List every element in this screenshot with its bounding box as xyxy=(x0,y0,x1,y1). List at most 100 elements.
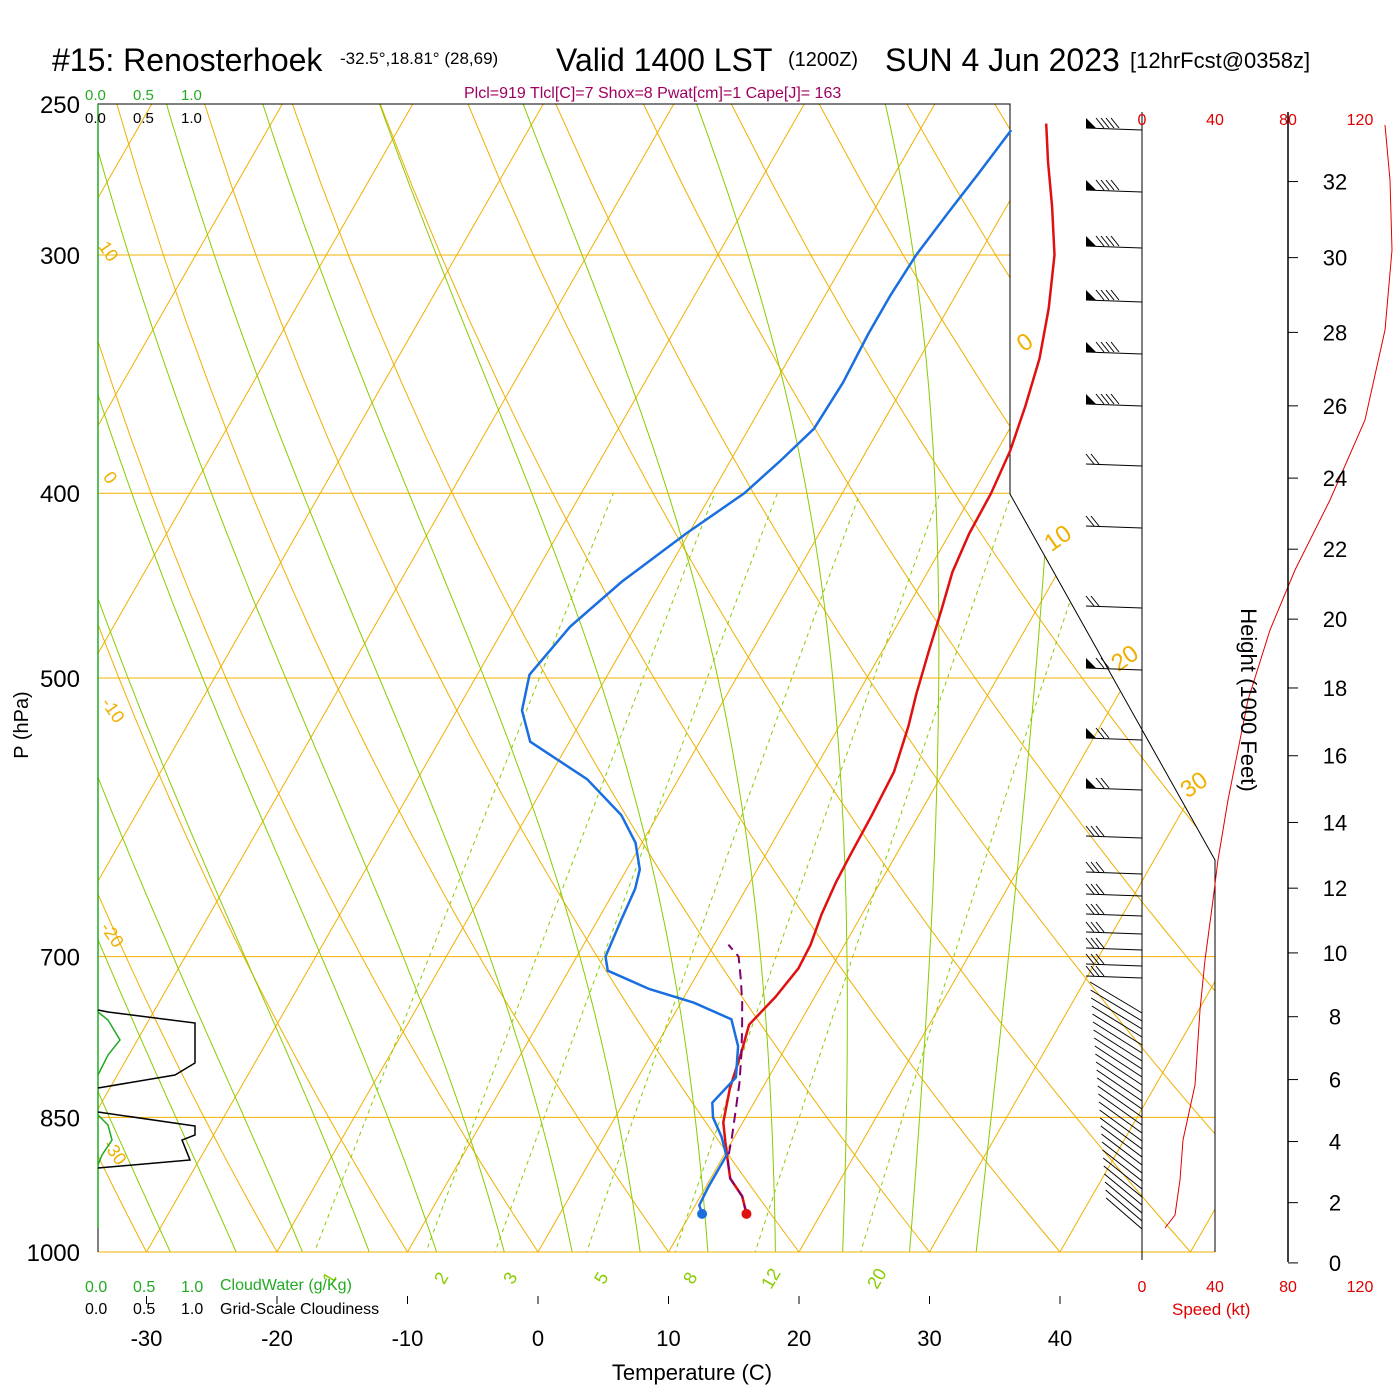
isotherm-line xyxy=(98,104,128,1252)
wind-barb-low xyxy=(1091,1005,1143,1038)
cloudwater-scale-bottom-1: 0.5 xyxy=(133,1279,155,1296)
wind-barb-feather xyxy=(1090,595,1100,607)
wind-barb xyxy=(1085,825,1143,839)
moist-adiabat-line xyxy=(98,104,451,1252)
wind-barb-low xyxy=(1095,1061,1143,1094)
wind-barb-feather xyxy=(1090,937,1100,949)
wind-barb-staff xyxy=(1085,605,1143,609)
wind-barbs xyxy=(1085,117,1143,1230)
wind-barb-flag xyxy=(1086,236,1096,246)
wind-barb-feather xyxy=(1100,235,1110,247)
wind-barb-feather xyxy=(1095,937,1105,949)
wind-speed-tick-top: 40 xyxy=(1206,112,1224,129)
wind-barb xyxy=(1085,393,1143,407)
wind-barb-feather xyxy=(1095,341,1105,353)
wind-barb-feather xyxy=(1100,657,1110,669)
wind-barb-staff xyxy=(1085,787,1143,791)
wind-barb xyxy=(1085,727,1143,741)
wind-barb-feather xyxy=(1095,965,1105,977)
wind-speed-tick-top: 120 xyxy=(1347,112,1374,129)
wind-barb-flag xyxy=(1086,394,1096,404)
wind-barb-feather xyxy=(1105,289,1115,301)
mixing-ratio-label: 12 xyxy=(757,1265,784,1292)
height-tick-label: 10 xyxy=(1323,941,1347,966)
x-tick-label: -10 xyxy=(392,1326,424,1351)
wind-barb-low xyxy=(1093,1029,1143,1062)
dry-adiabat-line xyxy=(480,104,1215,1252)
wind-barb xyxy=(1085,179,1143,193)
mixing-ratio-line xyxy=(410,493,716,1252)
wind-barb-feather xyxy=(1090,921,1100,933)
x-tick-label: 40 xyxy=(1048,1326,1072,1351)
valid-date: SUN 4 Jun 2023 xyxy=(885,42,1120,78)
wind-barb-feather xyxy=(1090,953,1100,965)
y-axis-label: P (hPa) xyxy=(11,691,33,758)
dry-adiabat-line xyxy=(398,104,1215,1252)
dry-adiabat-line xyxy=(98,104,301,1252)
wind-barb-staff xyxy=(1085,975,1143,979)
wind-barb xyxy=(1085,289,1143,303)
wind-barb-feather xyxy=(1085,825,1095,837)
wind-barb-low xyxy=(1089,981,1143,1014)
wind-barb-low xyxy=(1090,997,1143,1030)
wind-barb-feather xyxy=(1095,235,1105,247)
moist-adiabat-line xyxy=(454,104,777,1252)
cloudiness-profile-lower xyxy=(97,1111,196,1169)
cloudiness-label: Grid-Scale Cloudiness xyxy=(220,1301,379,1318)
dry-adiabat-line xyxy=(727,104,1215,1252)
height-tick-label: 6 xyxy=(1329,1068,1341,1093)
cloudwater-profile-lower xyxy=(97,1114,113,1166)
cloudwater-profile-upper xyxy=(97,1011,121,1076)
height-tick-label: 26 xyxy=(1323,394,1347,419)
x-tick-label: -30 xyxy=(131,1326,163,1351)
mixing-ratio-label: 20 xyxy=(863,1265,890,1292)
wind-barb-feather xyxy=(1095,825,1105,837)
wind-barb-feather xyxy=(1095,921,1105,933)
wind-barb-staff xyxy=(1085,667,1143,671)
wind-barb-low xyxy=(1093,1037,1143,1070)
pressure-axis-ticks: 250 300 400 500 700 850 1000 xyxy=(27,92,80,1267)
wind-barb-feather xyxy=(1085,861,1095,873)
cloudiness-scale-1: 0.5 xyxy=(133,110,154,127)
wind-barb-flag xyxy=(1086,118,1096,128)
wind-barb-feather xyxy=(1095,953,1105,965)
cloudiness-scale-bottom-1: 0.5 xyxy=(133,1301,155,1318)
cloudiness-profile-upper xyxy=(97,1009,196,1089)
wind-barb-low xyxy=(1105,1189,1143,1222)
height-tick-label: 30 xyxy=(1323,246,1347,271)
dry-adiabat-line xyxy=(1056,104,1215,1252)
wind-barb-staff xyxy=(1085,245,1143,249)
cloudwater-scale-bottom-0: 0.0 xyxy=(85,1279,107,1296)
pressure-tick-label: 850 xyxy=(40,1105,80,1132)
height-tick-label: 32 xyxy=(1323,170,1347,195)
wind-barb-feather xyxy=(1110,393,1120,405)
wind-barb-feather xyxy=(1085,453,1095,465)
wind-barb xyxy=(1085,515,1143,529)
isotherm-label: 10 xyxy=(1039,520,1076,557)
x-tick-label: 0 xyxy=(532,1326,544,1351)
wind-barb-feather xyxy=(1105,235,1115,247)
wind-speed-tick-bottom: 0 xyxy=(1138,1279,1147,1296)
moist-adiabat-line xyxy=(98,104,190,1252)
wind-barb-feather xyxy=(1085,921,1095,933)
mixing-ratio-line xyxy=(741,493,1013,1252)
wind-barb-staff xyxy=(1085,525,1143,529)
mixing-ratio-line xyxy=(661,493,941,1252)
wind-barb-feather xyxy=(1105,117,1115,129)
wind-barb-feather xyxy=(1095,393,1105,405)
wind-barb-low xyxy=(1098,1093,1143,1126)
cloudiness-scale-bottom-0: 0.0 xyxy=(85,1301,107,1318)
isotherm-line xyxy=(98,104,520,1252)
wind-barb-low xyxy=(1105,1197,1143,1230)
wind-barb-feather xyxy=(1095,727,1105,739)
dry-adiabat-line xyxy=(233,104,963,1252)
wind-barb-flag xyxy=(1086,180,1096,190)
dry-adiabat-line xyxy=(98,104,698,1252)
wind-barb xyxy=(1085,777,1143,791)
wind-barb-feather xyxy=(1085,937,1095,949)
wind-barb-feather xyxy=(1085,965,1095,977)
wind-barb-feather xyxy=(1090,903,1100,915)
wind-barb-low xyxy=(1096,1077,1143,1110)
wind-barb-feather xyxy=(1095,117,1105,129)
wind-barb-low xyxy=(1103,1165,1143,1198)
